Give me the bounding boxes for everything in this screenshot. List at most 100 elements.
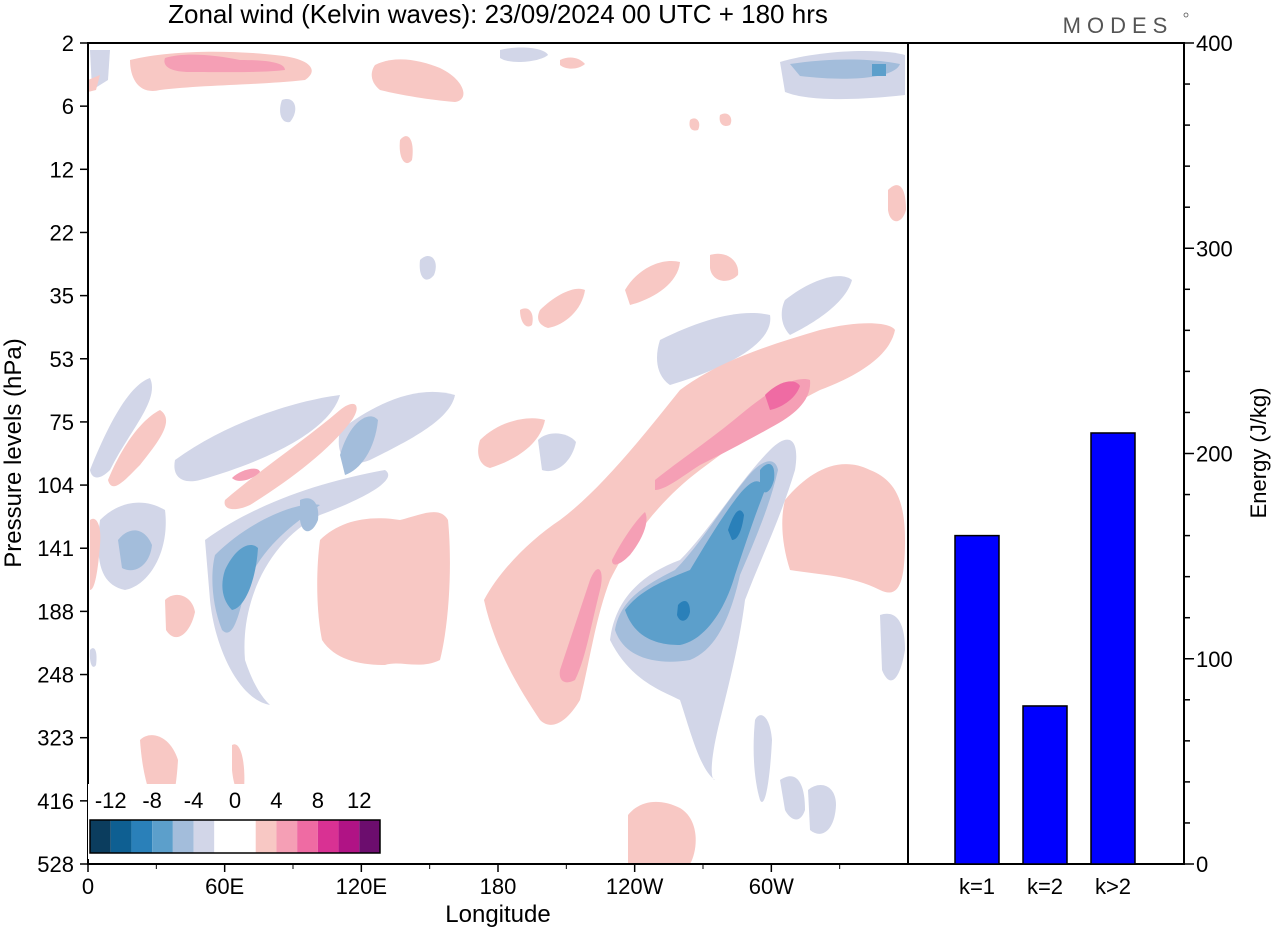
bar-category-label: k>2 (1095, 874, 1131, 899)
legend-swatch (214, 820, 235, 853)
x-tick-label: 180 (480, 874, 517, 899)
contour-region (478, 418, 545, 468)
contour-region (628, 801, 696, 864)
contour-region (118, 530, 152, 571)
x-tick-label: 120E (336, 874, 387, 899)
y-axis-label: Pressure levels (hPa) (0, 338, 27, 567)
legend-swatch (276, 820, 298, 853)
colour-legend: -12 -8 -4 0 4 8 12 (89, 788, 381, 854)
bar-category-label: k=1 (959, 874, 995, 899)
contour-region (888, 185, 906, 222)
contour-region (165, 594, 195, 638)
x-tick-label: 60E (205, 874, 244, 899)
x-tick-label: 60W (749, 874, 794, 899)
y-tick-label: 12 (50, 157, 74, 182)
legend-label: -8 (142, 788, 162, 813)
contour-region (317, 512, 450, 665)
y-tick-label: 75 (50, 410, 74, 435)
pressure-axis: 2 6 12 22 35 53 75 104 141 188 248 323 416 528 (37, 31, 88, 877)
legend-swatch (235, 820, 256, 853)
y-tick-label: 6 (62, 94, 74, 119)
legend-swatch (297, 820, 318, 853)
contour-region (872, 64, 886, 76)
energy-bar (1090, 432, 1136, 865)
longitude-axis: 0 60E 120E 180 120W 60W (82, 864, 841, 899)
energy-tick-label: 400 (1196, 31, 1233, 56)
brand-mark-icon (1183, 12, 1189, 18)
contour-region (780, 776, 805, 820)
wind-contour-field (88, 47, 906, 864)
legend-label: -4 (184, 788, 204, 813)
energy-axis: 0 100 200 300 400 (1184, 31, 1233, 877)
legend-swatch (172, 820, 194, 853)
legend-swatch (255, 820, 277, 853)
contour-region (232, 744, 245, 794)
contour-region (108, 410, 167, 487)
legend-swatch (131, 820, 153, 853)
energy-bar (954, 534, 1000, 865)
energy-tick-label: 300 (1196, 236, 1233, 261)
energy-bar (1022, 705, 1068, 865)
legend-swatch (338, 820, 360, 853)
energy-axis-label: Energy (J/kg) (1246, 388, 1271, 519)
contour-region (300, 498, 319, 532)
contour-region (782, 464, 905, 593)
x-axis-label: Longitude (445, 901, 550, 928)
contour-region (340, 416, 378, 475)
contour-region (500, 47, 548, 62)
contour-region (538, 433, 576, 472)
legend-swatch (110, 820, 132, 853)
contour-region (657, 312, 771, 385)
contour-region (371, 59, 464, 102)
contour-region (753, 715, 772, 802)
legend-label: 0 (229, 788, 241, 813)
contour-region (719, 113, 732, 126)
contour-region (520, 308, 533, 327)
y-tick-label: 528 (37, 852, 74, 877)
energy-tick-label: 100 (1196, 647, 1233, 672)
contour-region (880, 613, 905, 681)
contour-region (781, 276, 852, 335)
contour-region (689, 118, 700, 131)
y-tick-label: 248 (37, 663, 74, 688)
legend-label: -12 (95, 788, 127, 813)
contour-region (760, 464, 775, 493)
legend-label: 4 (270, 788, 282, 813)
energy-tick-label: 0 (1196, 852, 1208, 877)
contour-region (710, 253, 739, 281)
contour-region (280, 99, 296, 123)
y-tick-label: 104 (37, 473, 74, 498)
contour-region (728, 510, 744, 540)
x-tick-label: 0 (82, 874, 94, 899)
contour-region (677, 600, 690, 621)
y-tick-label: 188 (37, 599, 74, 624)
chart-title: Zonal wind (Kelvin waves): 23/09/2024 00… (168, 0, 828, 29)
contour-region (808, 785, 836, 834)
legend-swatch (193, 820, 215, 853)
contour-region (560, 57, 585, 69)
contour-region (224, 403, 357, 510)
contour-region (625, 260, 680, 305)
legend-frame (89, 819, 381, 854)
legend-swatch (359, 820, 380, 853)
contour-region (222, 544, 258, 610)
contour-region (399, 136, 413, 164)
legend-swatch (90, 820, 111, 853)
y-tick-label: 323 (37, 726, 74, 751)
legend-swatch (317, 820, 339, 853)
contour-region (90, 518, 101, 590)
contour-region (612, 512, 647, 565)
contour-region (164, 54, 285, 73)
y-tick-label: 416 (37, 789, 74, 814)
legend-label: 8 (312, 788, 324, 813)
contour-region (538, 288, 585, 328)
contour-region (419, 255, 436, 280)
legend-swatch (152, 820, 173, 853)
y-tick-label: 22 (50, 220, 74, 245)
contour-region (88, 75, 100, 92)
brand-logo: MODES (1063, 13, 1174, 38)
y-tick-label: 53 (50, 347, 74, 372)
y-tick-label: 2 (62, 31, 74, 56)
energy-tick-label: 200 (1196, 442, 1233, 467)
